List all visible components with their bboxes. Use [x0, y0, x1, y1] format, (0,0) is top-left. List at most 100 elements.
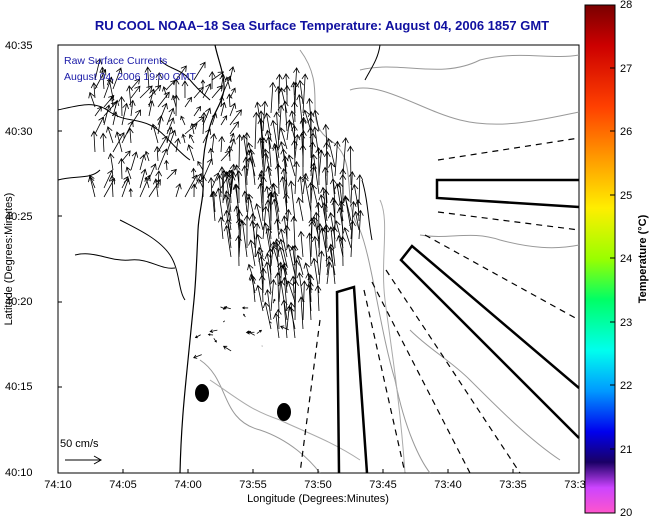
scale-arrow [65, 455, 103, 465]
current-vector [220, 306, 226, 310]
current-vector [286, 280, 296, 303]
current-vector [271, 190, 280, 222]
x-tick-label: 73:55 [239, 479, 267, 491]
current-vector [229, 109, 242, 126]
current-vector [147, 100, 155, 117]
y-axis: 40:35 40:30 40:25 40:20 40:15 40:10 Lati… [3, 40, 62, 479]
current-vector [209, 329, 218, 333]
current-vector [164, 159, 169, 171]
current-vector [247, 263, 256, 285]
y-tick-label: 40:15 [5, 381, 33, 393]
current-vector [306, 284, 313, 321]
current-vector [315, 146, 322, 186]
current-vector [193, 61, 206, 81]
current-vector [265, 165, 272, 186]
x-tick-label: 73:40 [434, 479, 462, 491]
current-vector [229, 121, 239, 135]
current-vector [109, 96, 115, 108]
current-vector [302, 175, 312, 213]
current-vector [154, 145, 161, 162]
current-vector [235, 169, 243, 204]
current-vector [202, 128, 211, 144]
depth-contour [349, 87, 580, 125]
current-vector [157, 148, 168, 171]
current-vector [278, 127, 288, 150]
current-vector [299, 144, 307, 177]
current-vector [339, 168, 347, 204]
current-vector [289, 275, 297, 312]
current-vector [240, 134, 248, 159]
current-vector [290, 215, 298, 249]
x-tick-label: 73:3 [564, 479, 585, 491]
current-vector [262, 205, 269, 240]
y-tick-label: 40:30 [5, 126, 33, 138]
current-vector [242, 156, 250, 186]
current-vector [194, 334, 201, 339]
current-vector [291, 139, 298, 168]
y-tick-label: 40:20 [5, 296, 33, 308]
current-vector [301, 73, 309, 114]
current-vector [157, 102, 168, 126]
current-vector [233, 183, 241, 222]
shipping-lanes [335, 178, 580, 474]
current-vector [223, 224, 232, 258]
current-vector [218, 135, 226, 153]
colorbar-tick: 24 [620, 253, 632, 265]
current-vector [269, 81, 276, 114]
current-vector [297, 230, 305, 258]
y-tick-label: 40:35 [5, 40, 33, 52]
coastline [57, 104, 191, 161]
current-vector [243, 313, 246, 318]
current-vector [275, 308, 282, 330]
current-vector [280, 299, 288, 339]
colorbar-tick: 28 [620, 0, 632, 11]
current-vector [281, 262, 289, 294]
current-vector [233, 205, 241, 231]
current-vector [166, 117, 175, 135]
current-vector [175, 65, 187, 81]
colorbar-label: Temperature (°C) [637, 214, 649, 303]
current-vector [328, 161, 336, 195]
current-vector [264, 288, 272, 321]
current-vector [310, 184, 320, 213]
current-vector [144, 66, 152, 90]
current-vector [255, 284, 264, 312]
current-vector [347, 145, 354, 186]
current-vector [307, 126, 314, 159]
current-vector [193, 105, 201, 117]
current-vector [220, 101, 227, 117]
current-vector [329, 178, 337, 204]
current-vector [166, 79, 176, 90]
current-vector [211, 71, 225, 81]
current-vector [111, 111, 119, 126]
current-vector [152, 178, 160, 198]
colorbar-gradient [584, 4, 616, 514]
current-vector [306, 232, 313, 267]
current-vector [326, 137, 336, 168]
current-vector [257, 137, 264, 168]
current-vector [272, 298, 276, 304]
current-vector [171, 94, 177, 108]
current-vector [121, 150, 131, 162]
current-vector [94, 116, 105, 135]
current-vector [210, 133, 217, 153]
current-vector [216, 174, 223, 198]
dashed-lines [299, 137, 580, 474]
current-vector [200, 111, 208, 135]
map-title: RU COOL NOAA–18 Sea Surface Temperature:… [94, 18, 550, 33]
colorbar-ticks [610, 67, 615, 450]
current-vector [208, 71, 216, 90]
current-vector [273, 111, 281, 150]
current-vector [166, 107, 175, 126]
current-vector [223, 305, 231, 310]
current-vector [172, 94, 180, 117]
current-vector [224, 171, 231, 189]
current-vector [317, 250, 325, 285]
colorbar-tick: 26 [620, 126, 632, 138]
current-vector [223, 209, 232, 249]
current-vector [257, 117, 265, 159]
current-vector [273, 312, 280, 339]
current-vector [274, 163, 282, 195]
current-vector [130, 78, 141, 90]
